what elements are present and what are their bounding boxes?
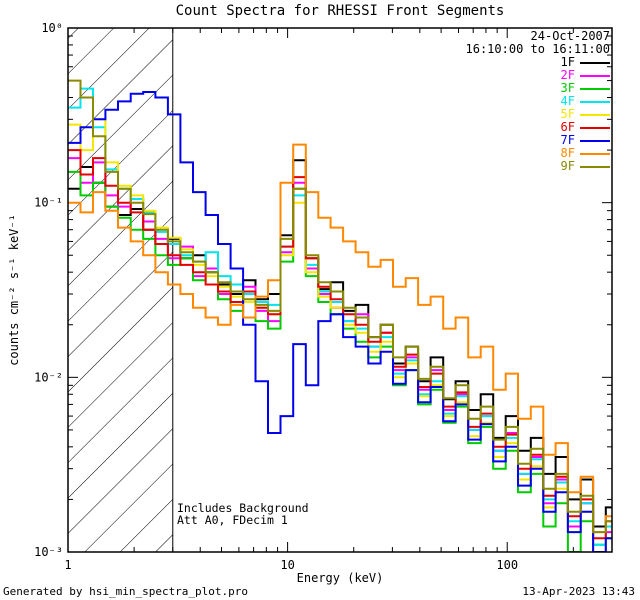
plot-frame xyxy=(67,27,613,553)
y-tick-label: 10⁻¹ xyxy=(34,196,63,210)
legend-line-swatch xyxy=(580,152,610,155)
legend-line-swatch xyxy=(580,87,610,90)
y-tick-label: 10⁰ xyxy=(41,21,63,35)
legend-item-9f: 9F xyxy=(466,159,610,173)
legend-item-6f: 6F xyxy=(466,120,610,134)
legend-label: 5F xyxy=(560,107,575,121)
legend-items: 1F 2F 3F 4F 5F 6F 7F 8F 9F xyxy=(466,55,610,173)
legend-label: 1F xyxy=(560,55,575,69)
x-axis-label: Energy (keV) xyxy=(296,571,384,585)
legend: 24-Oct-2007 16:10:00 to 16:11:00 1F 2F 3F 4… xyxy=(465,29,611,173)
legend-item-4f: 4F xyxy=(466,94,610,108)
footer-generator: Generated by hsi_min_spectra_plot.pro xyxy=(3,585,249,598)
legend-label: 4F xyxy=(560,94,575,108)
legend-line-swatch xyxy=(580,126,610,129)
legend-label: 9F xyxy=(560,159,575,173)
x-tick-label: 10 xyxy=(280,558,294,572)
legend-line-swatch xyxy=(580,100,610,103)
y-tick-label: 10⁻² xyxy=(34,370,63,384)
legend-line-swatch xyxy=(580,139,610,142)
hatched-region xyxy=(67,27,174,553)
footer-timestamp: 13-Apr-2023 13:43 xyxy=(522,585,635,598)
spectrum-curve-8F xyxy=(68,143,612,534)
y-tick-label: 10⁻³ xyxy=(34,545,63,559)
spectrum-curve-9F xyxy=(68,79,612,534)
annotation-attenuator: Att A0, FDecim 1 xyxy=(177,513,288,527)
legend-item-3f: 3F xyxy=(466,81,610,95)
legend-item-1f: 1F xyxy=(466,55,610,69)
legend-line-swatch xyxy=(580,74,610,77)
legend-item-8f: 8F xyxy=(466,146,610,160)
legend-item-5f: 5F xyxy=(466,107,610,121)
legend-label: 3F xyxy=(560,81,575,95)
legend-line-swatch xyxy=(580,61,610,64)
legend-date: 24-Oct-2007 xyxy=(530,29,610,43)
legend-label: 6F xyxy=(560,120,575,134)
legend-item-2f: 2F xyxy=(466,68,610,82)
legend-item-7f: 7F xyxy=(466,133,610,147)
legend-label: 8F xyxy=(560,146,575,160)
chart-title: Count Spectra for RHESSI Front Segments xyxy=(175,3,505,19)
annotation-background: Includes Background xyxy=(177,501,309,515)
legend-line-swatch xyxy=(580,165,610,168)
x-tick-label: 1 xyxy=(64,558,71,572)
legend-label: 2F xyxy=(560,68,575,82)
y-axis-label: counts cm⁻² s⁻¹ keV⁻¹ xyxy=(7,214,21,366)
legend-time: 16:10:00 to 16:11:00 xyxy=(465,42,611,56)
spectrum-curve-7F xyxy=(68,91,612,552)
legend-label: 7F xyxy=(560,133,575,147)
spectra-curves xyxy=(68,79,612,552)
x-tick-label: 100 xyxy=(496,558,518,572)
legend-line-swatch xyxy=(580,113,610,116)
